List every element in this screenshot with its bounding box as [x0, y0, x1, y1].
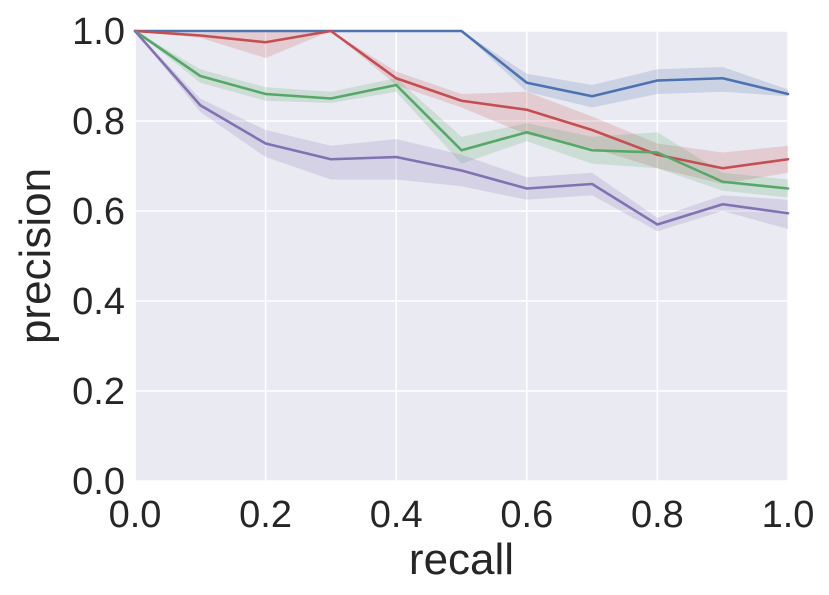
- series-3-line: [133, 29, 790, 226]
- y-tick-label: 0.0: [72, 461, 125, 503]
- series-lines: [133, 29, 790, 226]
- x-tick-label: 1.0: [762, 494, 815, 536]
- gridlines: [134, 30, 789, 482]
- series-2-line: [133, 29, 790, 190]
- x-tick-label: 0.8: [631, 494, 684, 536]
- y-tick-label: 0.8: [72, 101, 125, 143]
- plot-background: [135, 31, 788, 481]
- series-3-band: [135, 31, 788, 232]
- y-tick-label: 0.4: [72, 281, 125, 323]
- x-tick-labels: 0.0 0.2 0.4 0.6 0.8 1.0: [109, 494, 815, 536]
- y-tick-label: 0.2: [72, 371, 125, 413]
- x-tick-label: 0.2: [239, 494, 292, 536]
- y-tick-labels: 0.0 0.2 0.4 0.6 0.8 1.0: [72, 11, 125, 503]
- series-2-band: [135, 31, 788, 198]
- y-tick-label: 1.0: [72, 11, 125, 53]
- x-axis-label: recall: [409, 535, 514, 584]
- x-tick-label: 0.4: [370, 494, 423, 536]
- series-1-band: [135, 31, 788, 184]
- series-1-line: [133, 29, 790, 170]
- series-0-line: [133, 29, 790, 98]
- y-tick-label: 0.6: [72, 191, 125, 233]
- x-tick-label: 0.0: [109, 494, 162, 536]
- x-tick-label: 0.6: [500, 494, 553, 536]
- y-axis-label: precision: [11, 168, 60, 344]
